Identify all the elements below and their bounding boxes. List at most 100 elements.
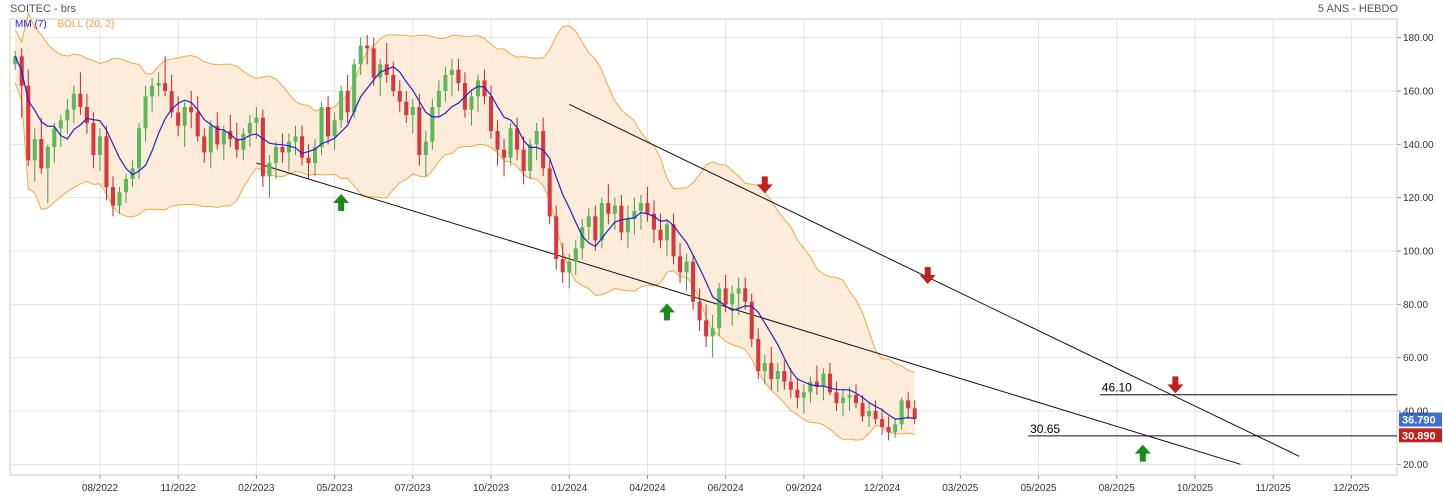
candle bbox=[873, 400, 878, 425]
candle-body bbox=[664, 224, 670, 241]
candle-body bbox=[736, 288, 741, 294]
candle bbox=[906, 392, 911, 419]
candle-body bbox=[202, 136, 207, 153]
candle bbox=[202, 128, 207, 163]
arrow-down-icon bbox=[1167, 376, 1184, 394]
candle-body bbox=[254, 117, 259, 123]
candle bbox=[730, 285, 735, 326]
candle bbox=[32, 128, 37, 182]
candle-body bbox=[801, 392, 806, 398]
candle-body bbox=[645, 203, 650, 214]
candle bbox=[899, 397, 904, 430]
candle-body bbox=[443, 75, 448, 91]
candle bbox=[554, 205, 559, 270]
candle bbox=[645, 187, 650, 222]
candle-body bbox=[827, 373, 832, 393]
candle bbox=[671, 213, 676, 265]
candle-body bbox=[391, 75, 396, 91]
candle-body bbox=[215, 125, 220, 145]
candle bbox=[352, 59, 357, 118]
legend-boll: BOLL (20, 2) bbox=[57, 19, 115, 30]
candle bbox=[658, 213, 663, 249]
arrow-up-icon bbox=[333, 194, 350, 211]
level-label: 46.10 bbox=[1102, 381, 1132, 395]
x-tick-label: 10/2023 bbox=[473, 483, 510, 494]
candle-body bbox=[117, 192, 122, 206]
chart-title: SOITEC - brs bbox=[10, 3, 77, 15]
candles bbox=[13, 35, 917, 441]
candle bbox=[469, 91, 474, 126]
candle bbox=[599, 197, 604, 249]
moving-average bbox=[14, 56, 915, 420]
candle-body bbox=[71, 93, 76, 110]
candle bbox=[189, 91, 194, 129]
trendlines bbox=[256, 103, 1300, 465]
candle bbox=[691, 256, 696, 310]
candle-body bbox=[658, 229, 663, 241]
candle bbox=[84, 93, 89, 134]
candle-body bbox=[104, 136, 109, 187]
candle bbox=[893, 419, 898, 438]
y-tick-label: 140.00 bbox=[1403, 140, 1434, 151]
candle bbox=[319, 101, 324, 155]
candle-body bbox=[521, 149, 526, 171]
candle-body bbox=[782, 371, 787, 382]
candle bbox=[801, 384, 806, 414]
x-tick-label: 09/2024 bbox=[786, 483, 823, 494]
candle bbox=[867, 403, 872, 427]
candle bbox=[130, 160, 135, 187]
candle bbox=[260, 109, 265, 187]
candle bbox=[410, 99, 415, 134]
candle-body bbox=[599, 203, 604, 241]
candle bbox=[756, 328, 761, 379]
candle-body bbox=[606, 203, 611, 214]
candle-body bbox=[821, 373, 826, 387]
candle-body bbox=[756, 339, 761, 371]
candle-body bbox=[326, 107, 331, 137]
chart-period: 5 ANS - HEBDO bbox=[1317, 3, 1398, 15]
candle-body bbox=[749, 301, 754, 339]
x-tick-label: 11/2025 bbox=[1255, 483, 1291, 494]
candle bbox=[110, 176, 116, 217]
candle-body bbox=[293, 136, 298, 142]
candle bbox=[97, 128, 102, 171]
x-tick-label: 07/2023 bbox=[395, 483, 432, 494]
candle-body bbox=[697, 301, 702, 321]
candle-body bbox=[241, 133, 246, 150]
candle bbox=[443, 67, 448, 102]
candle-body bbox=[488, 96, 494, 131]
candle-body bbox=[78, 93, 83, 107]
candle bbox=[123, 173, 129, 203]
candle bbox=[247, 115, 252, 147]
candle-body bbox=[176, 112, 181, 126]
candle-body bbox=[684, 261, 689, 273]
candle bbox=[606, 184, 611, 225]
candle bbox=[436, 80, 441, 118]
candle-body bbox=[221, 131, 226, 145]
candle-body bbox=[208, 125, 213, 153]
candle bbox=[293, 125, 298, 155]
candle-body bbox=[286, 141, 291, 153]
candle-body bbox=[567, 261, 572, 273]
candle-body bbox=[710, 328, 715, 337]
x-tick-label: 10/2025 bbox=[1177, 483, 1214, 494]
candle-body bbox=[795, 389, 800, 398]
candle-body bbox=[860, 403, 865, 417]
candle-body bbox=[469, 96, 474, 110]
candle bbox=[91, 112, 96, 169]
candle bbox=[788, 368, 793, 398]
y-tick-label: 120.00 bbox=[1403, 193, 1434, 204]
candle bbox=[508, 123, 513, 166]
candle-body bbox=[123, 179, 129, 193]
candle bbox=[573, 240, 578, 275]
candle bbox=[847, 387, 852, 411]
candle-body bbox=[906, 400, 911, 409]
candle-body bbox=[678, 256, 683, 273]
arrow-up-icon bbox=[659, 303, 675, 321]
candle-body bbox=[234, 139, 239, 150]
candle bbox=[397, 80, 402, 113]
candle bbox=[782, 360, 787, 390]
candle bbox=[769, 347, 774, 390]
candle-body bbox=[26, 85, 31, 161]
